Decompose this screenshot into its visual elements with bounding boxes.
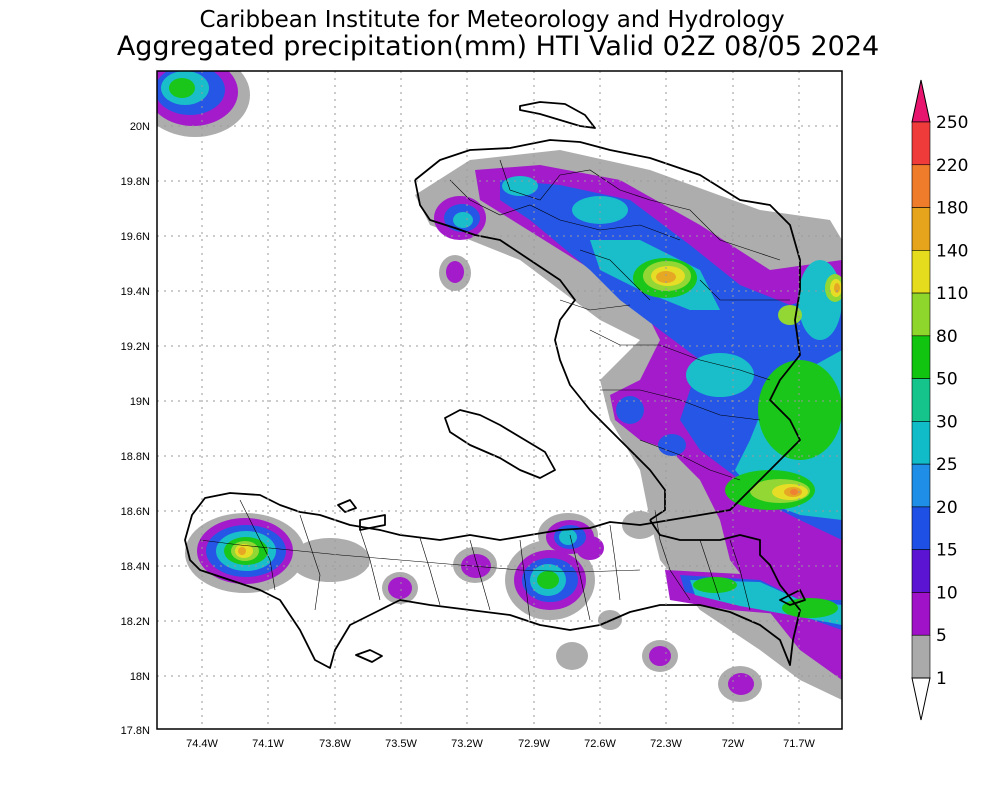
colorbar-label: 5 — [936, 626, 947, 646]
y-tick-label: 18.4N — [121, 561, 150, 573]
colorbar-segment — [911, 121, 931, 166]
colorbar-label: 10 — [936, 583, 958, 603]
x-tick-label: 73.8W — [319, 738, 351, 750]
colorbar: 250 220 180 140 110 80 50 30 25 20 15 10 5 1 — [911, 79, 968, 721]
colorbar-label: 250 — [936, 113, 968, 133]
x-tick-label: 74.4W — [186, 738, 218, 750]
x-tick-label: 72W — [722, 738, 745, 750]
colorbar-segment — [911, 549, 931, 593]
coastlines — [184, 101, 806, 669]
colorbar-segment — [911, 421, 931, 465]
y-tick-label: 18.2N — [121, 616, 150, 628]
colorbar-segment — [911, 250, 931, 294]
y-tick-label: 19N — [130, 396, 150, 408]
institute-title: Caribbean Institute for Meteorology and … — [199, 7, 784, 33]
x-tick-label: 72.6W — [584, 738, 616, 750]
map-frame — [156, 70, 843, 730]
colorbar-segment — [911, 463, 931, 508]
y-tick-label: 19.8N — [121, 176, 150, 188]
y-axis-labels: 20N 19.8N 19.6N 19.4N 19.2N 19N 18.8N 18… — [121, 121, 150, 737]
colorbar-label: 1 — [936, 669, 947, 689]
y-tick-label: 19.4N — [121, 286, 150, 298]
colorbar-label: 110 — [936, 284, 968, 304]
x-tick-label: 74.1W — [252, 738, 284, 750]
colorbar-label: 30 — [936, 412, 958, 432]
product-title: Aggregated precipitation(mm) HTI Valid 0… — [117, 31, 879, 62]
colorbar-segment — [911, 292, 931, 337]
x-tick-label: 73.2W — [451, 738, 483, 750]
y-tick-label: 17.8N — [121, 725, 150, 737]
colorbar-segment — [911, 634, 931, 679]
colorbar-label: 20 — [936, 498, 958, 518]
admin-boundaries — [199, 159, 790, 621]
y-tick-label: 20N — [130, 121, 150, 133]
colorbar-label: 25 — [936, 455, 958, 475]
x-tick-label: 73.5W — [385, 738, 417, 750]
colorbar-segment — [911, 207, 931, 251]
colorbar-label: 15 — [936, 541, 958, 561]
colorbar-segment — [911, 506, 931, 550]
y-tick-label: 18.8N — [121, 451, 150, 463]
colorbar-segment — [911, 164, 931, 208]
y-tick-label: 19.6N — [121, 231, 150, 243]
colorbar-segment — [911, 335, 931, 379]
colorbar-top-arrow — [911, 79, 931, 123]
map-panel[interactable] — [140, 53, 845, 730]
colorbar-label: 140 — [936, 241, 968, 261]
x-tick-label: 72.9W — [518, 738, 550, 750]
colorbar-segment — [911, 592, 931, 636]
precipitation-field — [157, 71, 842, 702]
colorbar-segment — [911, 378, 931, 422]
y-tick-label: 18.6N — [121, 506, 150, 518]
y-tick-label: 18N — [130, 671, 150, 683]
colorbar-label: 180 — [936, 199, 968, 219]
colorbar-label: 220 — [936, 156, 968, 176]
x-tick-label: 72.3W — [650, 738, 682, 750]
colorbar-bottom-arrow — [911, 677, 931, 721]
colorbar-label: 50 — [936, 370, 958, 390]
map-graticule — [157, 71, 842, 729]
y-tick-label: 19.2N — [121, 341, 150, 353]
colorbar-label: 80 — [936, 327, 958, 347]
x-axis-labels: 74.4W 74.1W 73.8W 73.5W 73.2W 72.9W 72.6… — [186, 738, 815, 750]
x-tick-label: 71.7W — [783, 738, 815, 750]
